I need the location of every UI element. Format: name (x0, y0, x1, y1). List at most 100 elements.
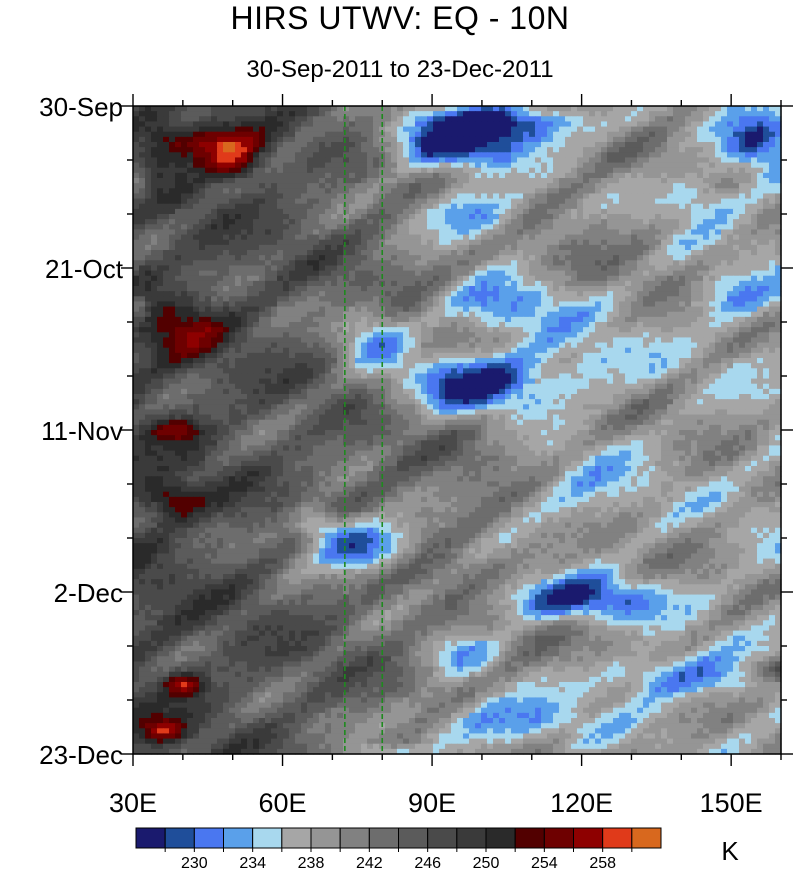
heatmap-cell (649, 322, 656, 328)
heatmap-cell (565, 255, 572, 261)
heatmap-cell (361, 214, 368, 220)
heatmap-cell (295, 332, 302, 339)
heatmap-cell (265, 291, 272, 297)
heatmap-cell (709, 203, 716, 210)
heatmap-cell (349, 167, 356, 174)
heatmap-cell (229, 106, 236, 112)
heatmap-cell (715, 255, 722, 261)
heatmap-cell (571, 250, 578, 256)
heatmap-cell (277, 239, 284, 246)
heatmap-cell (685, 208, 692, 215)
heatmap-cell (409, 198, 416, 205)
heatmap-cell (217, 178, 224, 184)
heatmap-cell (607, 178, 614, 184)
heatmap-cell (763, 280, 770, 287)
heatmap-cell (211, 234, 218, 241)
heatmap-cell (613, 327, 620, 333)
heatmap-cell (373, 260, 380, 267)
heatmap-cell (157, 183, 164, 189)
heatmap-cell (307, 244, 314, 251)
heatmap-cell (493, 291, 500, 297)
heatmap-cell (559, 250, 566, 256)
heatmap-cell (139, 136, 146, 143)
heatmap-cell (451, 193, 458, 200)
heatmap-cell (163, 234, 170, 241)
heatmap-cell (601, 167, 608, 174)
heatmap-cell (469, 296, 476, 303)
heatmap-cell (481, 244, 488, 251)
heatmap-cell (385, 203, 392, 210)
heatmap-cell (199, 306, 206, 313)
heatmap-cell (415, 306, 422, 313)
heatmap-cell (679, 306, 686, 313)
heatmap-cell (307, 224, 314, 231)
heatmap-cell (445, 296, 452, 303)
heatmap-cell (211, 280, 218, 287)
heatmap-cell (289, 162, 296, 169)
heatmap-cell (565, 198, 572, 205)
heatmap-cell (517, 172, 524, 179)
heatmap-cell (469, 239, 476, 246)
heatmap-cell (259, 250, 266, 256)
heatmap-cell (721, 316, 728, 323)
heatmap-cell (253, 121, 260, 128)
heatmap-cell (643, 332, 650, 339)
heatmap-cell (763, 250, 770, 256)
heatmap-cell (769, 332, 776, 339)
heatmap-cell (367, 244, 374, 251)
heatmap-cell (643, 136, 650, 143)
heatmap-cell (283, 106, 290, 112)
heatmap-cell (355, 167, 362, 174)
heatmap-cell (529, 322, 536, 328)
heatmap-cell (397, 311, 404, 318)
heatmap-cell (145, 147, 152, 153)
heatmap-cell (751, 183, 758, 189)
heatmap-cell (301, 214, 308, 220)
heatmap-cell (499, 152, 506, 159)
heatmap-cell (157, 311, 164, 318)
heatmap-cell (529, 270, 536, 277)
heatmap-cell (487, 306, 494, 313)
heatmap-cell (139, 301, 146, 308)
heatmap-cell (631, 239, 638, 246)
heatmap-cell (535, 178, 542, 184)
heatmap-cell (643, 286, 650, 292)
heatmap-cell (601, 229, 608, 236)
heatmap-cell (739, 208, 746, 215)
heatmap-cell (751, 260, 758, 267)
heatmap-cell (259, 255, 266, 261)
heatmap-cell (523, 198, 530, 205)
heatmap-cell (361, 188, 368, 195)
heatmap-cell (577, 296, 584, 303)
heatmap-cell (409, 214, 416, 220)
heatmap-cell (163, 311, 170, 318)
heatmap-cell (679, 193, 686, 200)
heatmap-cell (175, 214, 182, 220)
heatmap-cell (223, 116, 230, 123)
heatmap-cell (577, 234, 584, 241)
heatmap-cell (133, 322, 140, 328)
heatmap-cell (673, 142, 680, 148)
heatmap-cell (133, 280, 140, 287)
heatmap-cell (745, 152, 752, 159)
heatmap-cell (775, 239, 782, 246)
heatmap-cell (535, 147, 542, 153)
heatmap-cell (415, 337, 422, 344)
heatmap-cell (175, 342, 182, 349)
heatmap-cell (403, 224, 410, 231)
heatmap-cell (613, 224, 620, 231)
heatmap-cell (487, 316, 494, 323)
heatmap-cell (349, 337, 356, 344)
heatmap-cell (169, 178, 176, 184)
heatmap-cell (421, 198, 428, 205)
heatmap-cell (535, 111, 542, 117)
heatmap-cell (265, 332, 272, 339)
heatmap-cell (313, 121, 320, 128)
heatmap-cell (721, 214, 728, 220)
heatmap-cell (559, 286, 566, 292)
heatmap-cell (235, 280, 242, 287)
heatmap-cell (745, 157, 752, 164)
heatmap-cell (589, 270, 596, 277)
heatmap-cell (319, 316, 326, 323)
heatmap-cell (229, 311, 236, 318)
